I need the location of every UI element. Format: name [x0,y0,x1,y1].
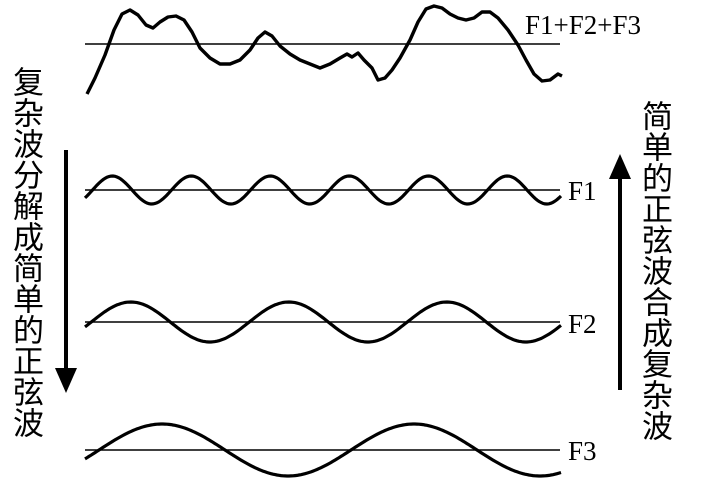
label-f1: F1 [568,176,597,206]
label-f3: F3 [568,436,597,466]
wave-sum [85,4,563,95]
decompose-caption: 复杂波分解成简单的正弦波 [7,66,43,438]
label-f2: F2 [568,309,597,339]
wave-f3 [84,422,562,478]
arrow-up-icon [609,154,631,390]
wave-f2 [84,300,562,344]
synthesize-caption: 简单的正弦波合成复杂波 [636,100,672,441]
label-sum: F1+F2+F3 [525,10,642,40]
arrow-down-icon [55,150,77,393]
wave-f1 [83,174,563,206]
